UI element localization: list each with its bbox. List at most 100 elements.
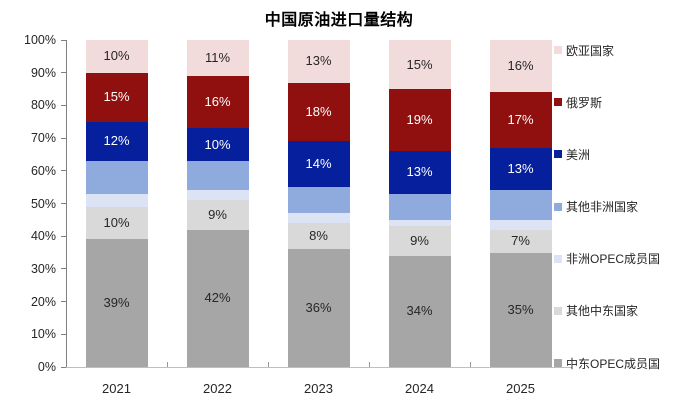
bar-segment [186,200,249,230]
legend-label: 非洲OPEC成员国 [566,252,661,267]
segment-label: 39% [103,295,130,311]
bar-segment [388,89,451,152]
segment-label: 13% [305,53,332,69]
segment-label: 16% [507,58,534,74]
legend-label: 欧亚国家 [566,43,615,58]
y-axis-tick [61,333,66,335]
y-axis-tick [61,137,66,139]
legend-item: 其他非洲国家 [554,199,638,215]
segment-label: 36% [305,300,332,316]
chart-title: 中国原油进口量结构 [264,12,414,29]
y-axis-tick-label: 20% [30,294,56,309]
bar-segment [186,75,249,129]
bar-segment [85,239,148,367]
y-axis-tick-label: 50% [30,196,56,211]
legend-label: 俄罗斯 [566,95,603,110]
segment-label: 9% [410,233,429,249]
segment-label: 8% [309,228,328,244]
legend-swatch-icon [554,306,562,315]
legend-item: 其他中东国家 [554,303,638,319]
bar-segment [287,141,350,188]
x-axis-line [66,367,572,368]
y-axis-tick-label: 60% [30,163,56,178]
legend-swatch-icon [554,98,562,107]
y-axis-tick-label: 70% [30,131,56,146]
y-axis-tick [61,39,66,41]
legend-item: 美洲 [554,146,590,162]
segment-label: 11% [204,49,231,65]
x-axis-tick [369,362,370,367]
legend-label: 其他中东国家 [566,304,639,319]
y-axis-tick [61,170,66,172]
legend-label: 其他非洲国家 [566,200,639,214]
y-axis-tick-label: 90% [30,65,56,80]
y-axis-tick [61,104,66,106]
bar-segment [85,160,148,194]
bar-segment [85,40,148,73]
bar-segment [287,40,350,83]
legend-swatch-icon [554,150,562,159]
segment-label: 7% [511,233,530,249]
bar-segment [388,219,451,227]
bar-segment [388,40,451,90]
segment-label: 10% [103,215,130,231]
bar-segment [287,249,350,367]
segment-label: 35% [507,301,534,317]
segment-label: 12% [103,133,130,149]
segment-label: 34% [406,303,433,319]
y-axis-tick-label: 40% [30,229,56,244]
bar-segment [186,40,249,76]
x-axis-label: 2022 [203,381,232,396]
y-axis-tick [61,203,66,204]
y-axis-tick-label: 10% [30,327,56,342]
segment-label: 19% [406,112,433,128]
bar-segment [489,219,552,230]
segment-label: 10% [103,48,130,64]
legend-swatch-icon [554,202,562,211]
bar-segment [489,190,552,220]
bar-segment [489,92,552,148]
bar-segment [186,190,249,201]
x-axis-label: 2023 [304,381,333,396]
segment-label: 15% [103,89,130,105]
bar-segment [388,255,451,367]
y-axis-tick-label: 100% [24,33,56,47]
y-axis-tick [61,235,66,237]
bar-segment [489,252,552,367]
segment-label: 14% [305,156,332,172]
bar-segment [287,223,350,250]
x-axis-label: 2025 [506,381,535,396]
legend-item: 俄罗斯 [554,94,602,110]
bar-segment [85,121,148,161]
y-axis-line [66,40,67,368]
bar-segment [186,128,249,161]
x-axis-tick [167,362,168,367]
segment-label: 17% [507,112,534,128]
bar-segment [186,160,249,191]
bar-segment [388,151,451,194]
y-axis-tick-label: 80% [30,98,56,113]
bar-segment [489,40,552,93]
legend-swatch-icon [554,46,562,54]
segment-label: 15% [406,56,433,72]
y-axis-tick [61,301,66,303]
x-axis-tick [470,362,471,367]
bar-segment [388,226,451,256]
segment-label: 18% [305,103,332,119]
x-axis-label: 2021 [102,381,131,396]
segment-label: 9% [208,206,227,222]
legend-label: 美洲 [566,147,591,162]
segment-label: 13% [507,161,534,177]
y-axis-tick [61,268,66,270]
bar-segment [287,213,350,224]
legend-item: 非洲OPEC成员国 [554,251,660,267]
legend-label: 中东OPEC成员国 [566,356,661,371]
y-axis-tick-label: 0% [37,360,56,374]
y-axis-tick-label: 30% [30,261,56,276]
legend-item: 中东OPEC成员国 [554,355,660,371]
y-axis-tick [61,366,66,368]
segment-label: 10% [204,136,231,152]
segment-label: 13% [406,164,433,180]
bar-segment [186,229,249,367]
